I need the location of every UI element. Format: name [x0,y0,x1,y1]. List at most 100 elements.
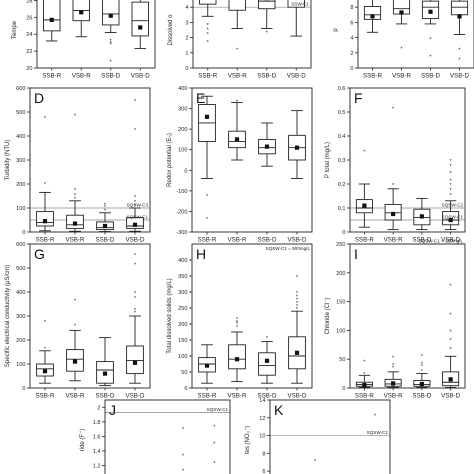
outlier-marker: * [363,372,366,378]
box-ssb-r: * [355,150,373,228]
x-category-label: VSB-R [228,393,247,400]
plot-area: **** [43,0,149,66]
y-tick-label: 4 [350,36,353,42]
plot-frame [349,243,466,389]
y-tick-label: 1 [185,51,188,57]
y-tick-label: 600 [16,242,25,248]
reference-label: SQSW-C1 [127,215,149,220]
y-tick-label: 250 [336,242,345,248]
outlier-marker: * [74,188,77,194]
mean-marker [370,14,375,19]
box-vsb-r [72,0,90,38]
x-category-label: SSB-R [198,393,217,400]
panel-letter: G [34,246,45,262]
y-tick-label: 300 [16,314,25,320]
panel-i: **************SQSW-C1 = 250mg/L050100150… [325,239,466,400]
mean-marker [108,13,113,18]
y-tick-label: 1.2 [93,463,101,469]
outlier-marker: * [44,346,47,352]
y-axis-label: Dissolved o [168,14,174,46]
outlier-marker: * [74,114,77,120]
mean-marker [49,17,54,22]
y-tick-label: 500 [16,110,25,116]
plot-frame [104,399,231,474]
mean-marker [72,221,78,226]
mean-marker [362,383,367,388]
x-category-label: SSB-D [96,237,115,244]
y-tick-label: 400 [178,86,187,92]
x-category-label: SSB-R [36,237,55,244]
mean-marker [102,371,108,376]
panel-letter: E [196,90,205,106]
box-vsb-r: **** [228,317,246,383]
x-category-label: SSB-D [258,237,277,244]
y-axis-label: Tempe [12,20,18,39]
y-tick-label: 100 [336,328,345,334]
outlier-marker: * [450,312,453,318]
plot-frame [269,399,391,474]
box-iqr [363,5,382,20]
data-point: * [182,427,185,433]
y-tick-label: 1.6 [93,434,101,440]
outlier-marker: * [429,37,432,43]
box-vsb-r: ** [66,298,84,382]
box-ssb-d: * [258,336,276,384]
box-vsb-d: ******* [288,275,306,384]
mean-marker [419,381,424,387]
box-vsb-r: *** [384,356,402,388]
outlier-marker: * [450,183,453,189]
outlier-marker: * [74,324,77,330]
y-tick-label: 3 [185,20,188,26]
y-tick-label: 400 [178,258,187,264]
x-category-label: VSB-D [441,393,460,400]
panel-letter: I [354,246,358,262]
mean-marker [428,9,433,14]
mean-marker [264,144,270,149]
y-tick-label: 50 [339,357,345,363]
outlier-marker: * [392,363,395,369]
x-category-label: SSB-D [412,237,431,244]
plot-area: ************** [350,244,465,388]
mean-marker [42,369,48,374]
y-tick-label: 600 [16,86,25,92]
box-ssb-d [96,337,114,387]
box-iqr [126,345,144,375]
outlier-marker: * [450,159,453,165]
panel-letter: D [34,90,44,106]
x-category-label: SSB-D [96,393,115,400]
outlier-marker: * [74,193,77,199]
outlier-marker: * [450,171,453,177]
y-axis-label: ride (F⁻) [80,429,86,452]
y-tick-label: 200 [178,322,187,328]
mean-marker [132,360,138,365]
box-ssb-d: ** [421,0,440,60]
y-tick-label: 250 [178,306,187,312]
box-vsb-r: * [392,0,411,53]
x-category-label: VSB-D [441,237,460,244]
mean-marker [294,350,300,355]
outlier-marker: * [296,301,299,307]
x-category-label: SSB-D [412,393,431,400]
mean-marker [234,357,240,362]
y-tick-label: 350 [178,274,187,280]
plot-area: ****** [193,0,311,53]
box-ssb-r [198,344,216,384]
outlier-marker: * [207,28,210,34]
box-vsb-d [131,0,149,50]
panel-1: **** 20 22 24 26 28 SSB-R VSB-R SSB-D VSB-D Tempe [12,0,156,80]
plot-frame [191,243,313,389]
box-vsb-r: **** [66,114,84,232]
box-vsb-d: ******* [442,159,460,231]
box-iqr [131,1,149,37]
y-tick-label: 200 [336,271,345,277]
box-iqr [228,0,246,11]
y-axis-label: Redox potential (Eₕ) [167,133,173,187]
mean-marker [448,217,453,223]
box-ssb-d: **** [413,354,431,388]
mean-marker [391,381,396,386]
outlier-marker: * [421,369,424,375]
y-tick-label: 150 [336,300,345,306]
box-iqr [36,211,54,227]
x-category-label: VSB-D [288,237,307,244]
